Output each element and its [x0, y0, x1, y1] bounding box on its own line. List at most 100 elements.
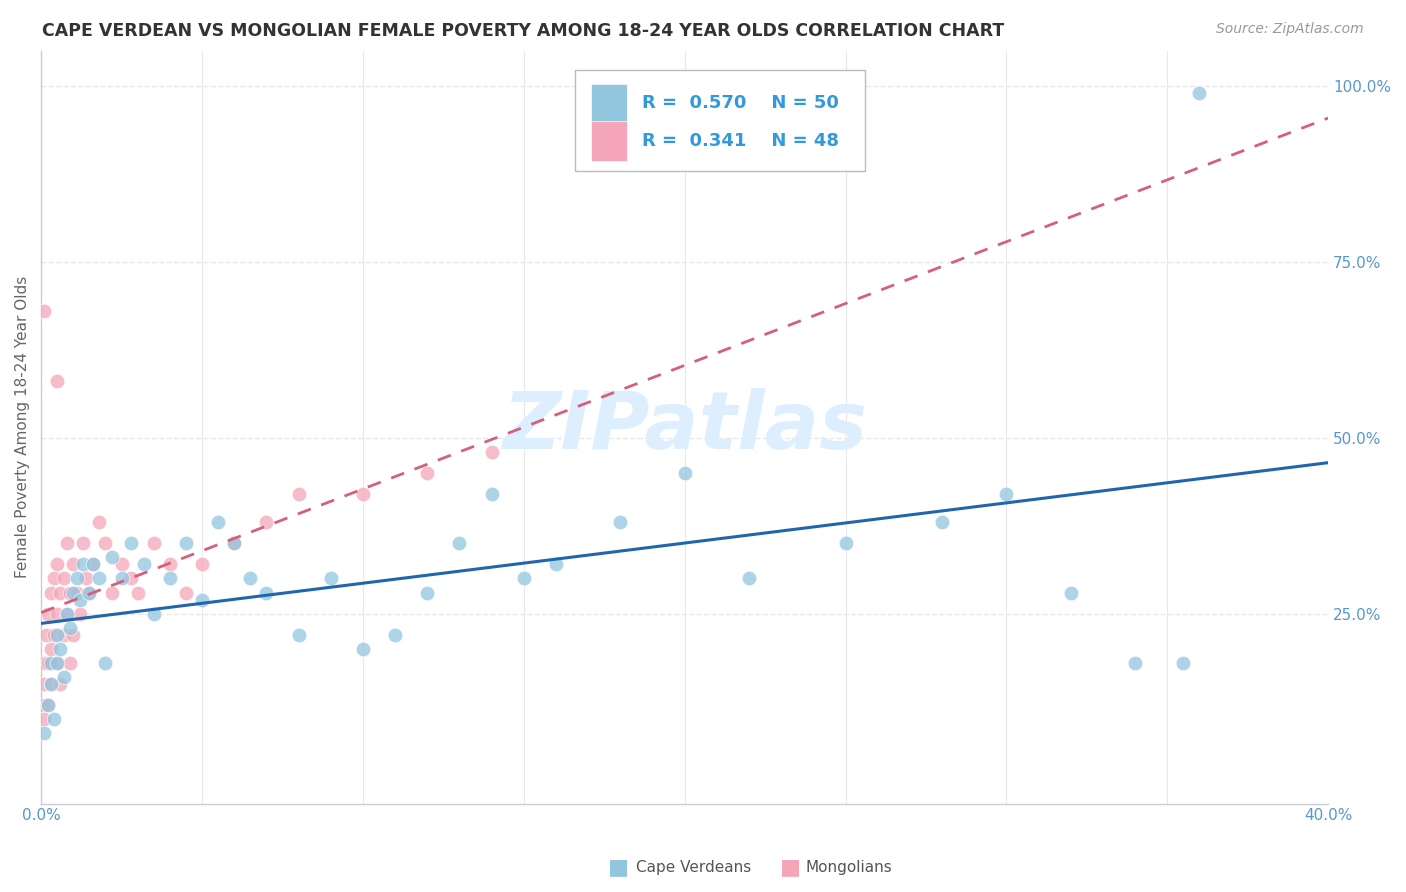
Point	[75, 571, 97, 585]
Point	[69, 592, 91, 607]
Point	[207, 515, 229, 529]
Point	[82, 558, 104, 572]
Point	[416, 466, 439, 480]
Point	[159, 571, 181, 585]
Point	[1173, 656, 1195, 670]
Point	[174, 585, 197, 599]
Point	[34, 677, 56, 691]
Point	[1123, 656, 1146, 670]
Point	[42, 712, 65, 726]
Point	[159, 558, 181, 572]
Point	[34, 712, 56, 726]
Point	[37, 607, 59, 621]
Point	[39, 656, 62, 670]
Point	[79, 585, 101, 599]
Point	[87, 515, 110, 529]
Point	[239, 571, 262, 585]
Point	[110, 558, 132, 572]
Point	[673, 466, 696, 480]
Point	[110, 571, 132, 585]
Point	[1188, 86, 1211, 100]
Point	[352, 641, 374, 656]
FancyBboxPatch shape	[575, 70, 865, 171]
Point	[34, 726, 56, 740]
Point	[46, 656, 69, 670]
Point	[384, 628, 406, 642]
Point	[59, 621, 82, 635]
Point	[94, 656, 117, 670]
Bar	[591, 121, 627, 161]
Text: Source: ZipAtlas.com: Source: ZipAtlas.com	[1216, 22, 1364, 37]
Point	[35, 628, 58, 642]
Point	[609, 515, 631, 529]
Point	[49, 677, 72, 691]
Point	[62, 628, 84, 642]
Point	[46, 628, 69, 642]
Point	[224, 536, 246, 550]
Text: ZIPatlas: ZIPatlas	[502, 388, 868, 467]
Point	[120, 536, 142, 550]
Point	[101, 585, 124, 599]
Text: CAPE VERDEAN VS MONGOLIAN FEMALE POVERTY AMONG 18-24 YEAR OLDS CORRELATION CHART: CAPE VERDEAN VS MONGOLIAN FEMALE POVERTY…	[42, 22, 1004, 40]
Text: ■: ■	[609, 857, 628, 877]
Point	[39, 677, 62, 691]
Point	[56, 607, 79, 621]
Point	[52, 670, 75, 684]
Point	[37, 698, 59, 712]
Point	[352, 487, 374, 501]
Point	[94, 536, 117, 550]
Point	[65, 571, 87, 585]
Point	[191, 558, 214, 572]
Point	[481, 444, 503, 458]
Point	[142, 607, 165, 621]
Point	[120, 571, 142, 585]
Point	[59, 656, 82, 670]
Point	[62, 558, 84, 572]
Point	[254, 515, 277, 529]
Point	[72, 558, 94, 572]
Point	[79, 585, 101, 599]
Point	[481, 487, 503, 501]
Point	[31, 698, 53, 712]
Point	[46, 607, 69, 621]
Text: ■: ■	[780, 857, 800, 877]
Point	[37, 656, 59, 670]
Text: R =  0.570    N = 50: R = 0.570 N = 50	[643, 95, 839, 112]
Point	[191, 592, 214, 607]
Point	[52, 628, 75, 642]
Point	[72, 536, 94, 550]
Bar	[591, 84, 627, 123]
Point	[224, 536, 246, 550]
Point	[59, 585, 82, 599]
Point	[52, 571, 75, 585]
Point	[254, 585, 277, 599]
Point	[132, 558, 155, 572]
Text: Mongolians: Mongolians	[806, 860, 893, 874]
Point	[544, 558, 567, 572]
Point	[127, 585, 149, 599]
Point	[82, 558, 104, 572]
Point	[174, 536, 197, 550]
Point	[995, 487, 1018, 501]
Point	[416, 585, 439, 599]
Point	[49, 641, 72, 656]
Text: Cape Verdeans: Cape Verdeans	[636, 860, 751, 874]
Point	[69, 607, 91, 621]
Point	[513, 571, 536, 585]
Point	[738, 571, 761, 585]
Point	[319, 571, 342, 585]
Text: R =  0.341    N = 48: R = 0.341 N = 48	[643, 132, 839, 150]
Point	[49, 585, 72, 599]
Point	[39, 677, 62, 691]
Point	[62, 585, 84, 599]
Point	[42, 628, 65, 642]
Point	[42, 571, 65, 585]
Point	[1060, 585, 1083, 599]
Point	[46, 558, 69, 572]
Point	[834, 536, 856, 550]
Point	[142, 536, 165, 550]
Point	[56, 536, 79, 550]
Point	[39, 641, 62, 656]
Point	[101, 550, 124, 565]
Point	[87, 571, 110, 585]
